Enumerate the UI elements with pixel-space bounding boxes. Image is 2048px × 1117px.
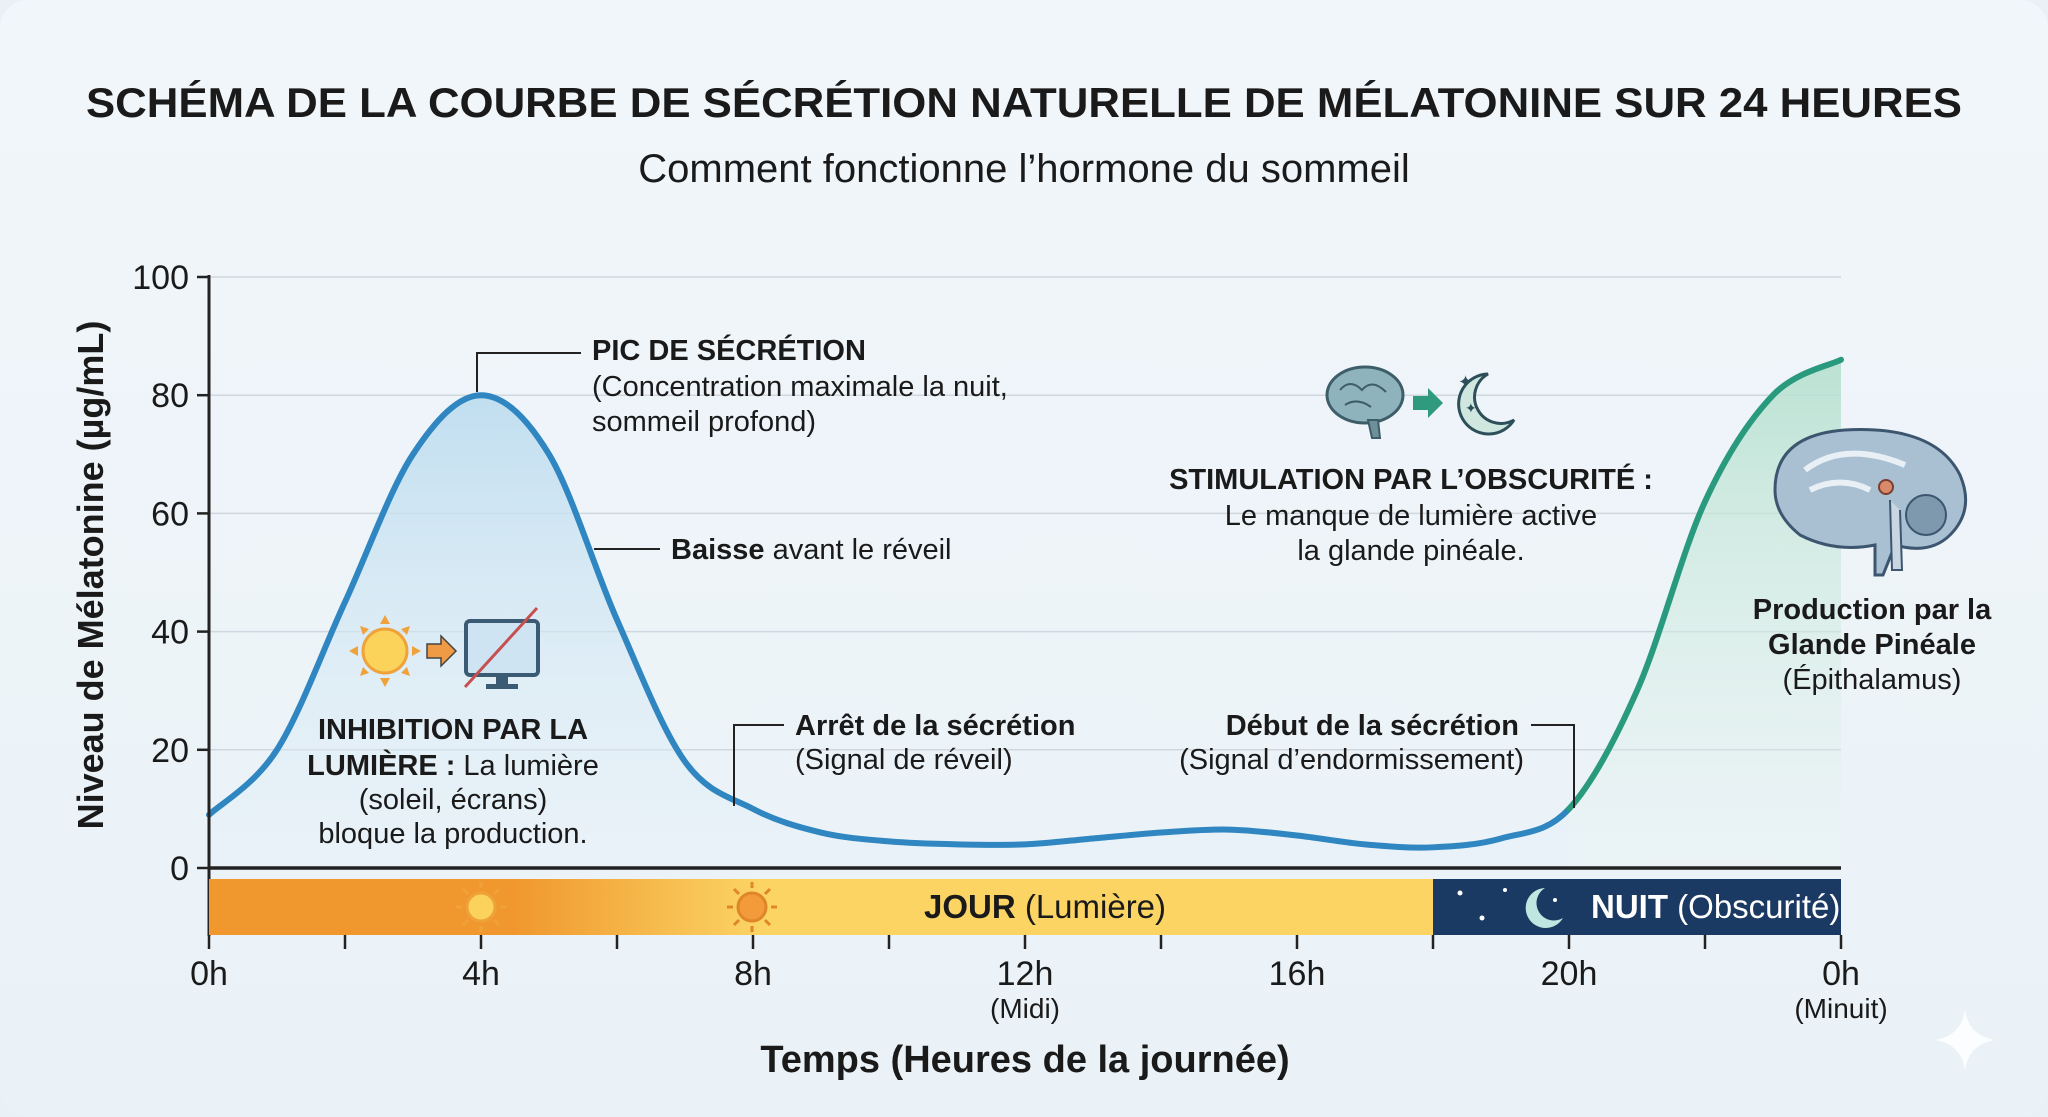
- inhibition-text2: La lumière: [455, 750, 598, 782]
- y-tick-label: 0: [170, 850, 189, 888]
- decline-bold: Baisse: [671, 534, 765, 566]
- x-tick-label: 0h: [190, 955, 228, 993]
- y-tick-label: 100: [132, 259, 189, 297]
- curve-area: [209, 395, 1569, 868]
- x-tick-labels: 0h 4h 8h 12h(Midi)16h 20h 0h(Minuit): [190, 955, 1888, 1024]
- brain-icon: [1325, 365, 1405, 439]
- x-tick-sublabel: (Midi): [990, 993, 1060, 1024]
- y-tick-label: 20: [151, 732, 189, 770]
- sun-icon: [456, 882, 506, 932]
- night-label-text: (Obscurité): [1668, 888, 1840, 925]
- curve-area: [1569, 359, 1841, 868]
- sun-icon: [727, 882, 777, 932]
- curve-line: [206, 392, 1572, 851]
- curve-areas: [209, 359, 1841, 868]
- stimulation-line1: Le manque de lumière active: [1225, 500, 1597, 532]
- day-label: JOUR (Lumière): [924, 888, 1166, 925]
- production-line2: Glande Pinéale: [1768, 629, 1976, 661]
- moon-icon: [1525, 888, 1563, 928]
- inhibition-bold2: LUMIÈRE :: [307, 748, 455, 782]
- y-tick-label: 80: [151, 377, 189, 415]
- peak-leader-line: [476, 352, 581, 392]
- y-axis-label: Niveau de Mélatonine (µg/mL): [70, 321, 111, 830]
- stimulation-title: STIMULATION PAR L’OBSCURITÉ :: [1169, 462, 1653, 496]
- night-band: [1433, 879, 1841, 935]
- x-tick-label: 20h: [1541, 955, 1598, 993]
- star-icon: ✦: [1465, 400, 1477, 416]
- peak-title: PIC DE SÉCRÉTION: [592, 333, 866, 367]
- x-tick-label: 8h: [734, 955, 772, 993]
- day-band: [209, 879, 1433, 935]
- x-tick-label: 12h: [997, 955, 1054, 993]
- decline-annotation: Baisse avant le réveil: [671, 534, 952, 566]
- sparkle-watermark-icon: [1935, 1010, 1995, 1070]
- y-tick-label: 60: [151, 495, 189, 533]
- sun-icon: [349, 615, 421, 687]
- inhibition-line4: bloque la production.: [318, 818, 587, 850]
- brain-pineal-icon: [1773, 428, 1968, 577]
- x-axis-label: Temps (Heures de la journée): [760, 1039, 1289, 1081]
- stop-leader-line: [733, 724, 784, 806]
- night-label-bold: NUIT: [1591, 888, 1668, 925]
- chart-subtitle: Comment fonctionne l’hormone du sommeil: [638, 147, 1409, 191]
- start-title: Début de la sécrétion: [1226, 710, 1519, 742]
- decline-text: avant le réveil: [765, 534, 952, 566]
- inhibition-line2: LUMIÈRE : La lumière: [307, 748, 599, 782]
- axes: [197, 275, 1843, 949]
- start-leader-line: [1531, 724, 1575, 808]
- screen-crossed-icon: [463, 606, 540, 689]
- inhibition-line1: INHIBITION PAR LA: [318, 714, 588, 746]
- x-tick-label: 16h: [1269, 955, 1326, 993]
- day-label-text: (Lumière): [1016, 888, 1166, 925]
- peak-line1: (Concentration maximale la nuit,: [592, 371, 1008, 403]
- moon-stars-icon: [1457, 372, 1516, 436]
- x-tick-label: 4h: [462, 955, 500, 993]
- y-tick-labels: 0 20 40 60 80 100: [132, 259, 189, 888]
- x-tick-sublabel: (Minuit): [1794, 993, 1887, 1024]
- stop-title: Arrêt de la sécrétion: [795, 710, 1075, 742]
- peak-line2: sommeil profond): [592, 406, 816, 438]
- y-tick-label: 40: [151, 614, 189, 652]
- stimulation-line2: la glande pinéale.: [1297, 535, 1524, 567]
- inhibition-line3: (soleil, écrans): [359, 784, 548, 816]
- night-label: NUIT (Obscurité): [1591, 888, 1840, 925]
- curve-line: [1566, 356, 1844, 812]
- chart-title: SCHÉMA DE LA COURBE DE SÉCRÉTION NATUREL…: [86, 79, 1962, 126]
- production-line3: (Épithalamus): [1783, 663, 1962, 696]
- start-sub: (Signal d’endormissement): [1179, 744, 1524, 776]
- production-line1: Production par la: [1753, 594, 1992, 626]
- curve-lines: [206, 356, 1844, 851]
- star-icon: ✦: [1458, 372, 1473, 392]
- stars-icon: [1457, 888, 1557, 921]
- arrow-icon: [426, 634, 458, 668]
- day-night-band: [209, 879, 1841, 935]
- x-tick-label: 0h: [1822, 955, 1860, 993]
- stop-sub: (Signal de réveil): [795, 744, 1013, 776]
- day-label-bold: JOUR: [924, 888, 1016, 925]
- arrow-icon: [1413, 388, 1443, 418]
